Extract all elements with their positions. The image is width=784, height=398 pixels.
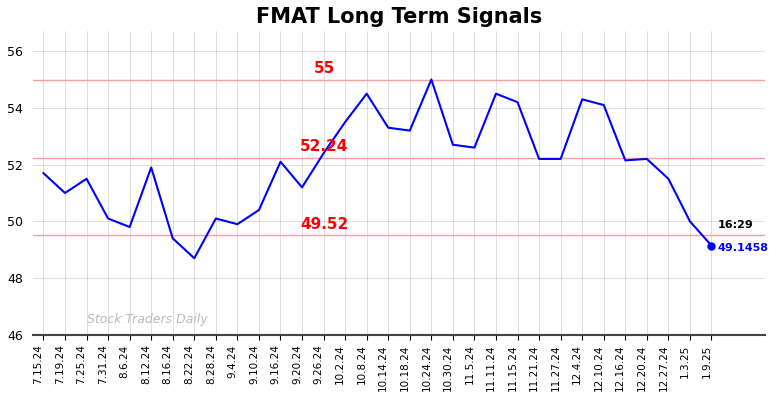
Text: 52.24: 52.24 <box>299 139 348 154</box>
Text: 49.1458: 49.1458 <box>718 243 769 253</box>
Text: 49.52: 49.52 <box>300 217 348 232</box>
Text: 16:29: 16:29 <box>718 220 753 230</box>
Text: 55: 55 <box>314 61 335 76</box>
Text: Stock Traders Daily: Stock Traders Daily <box>86 313 207 326</box>
Title: FMAT Long Term Signals: FMAT Long Term Signals <box>256 7 543 27</box>
